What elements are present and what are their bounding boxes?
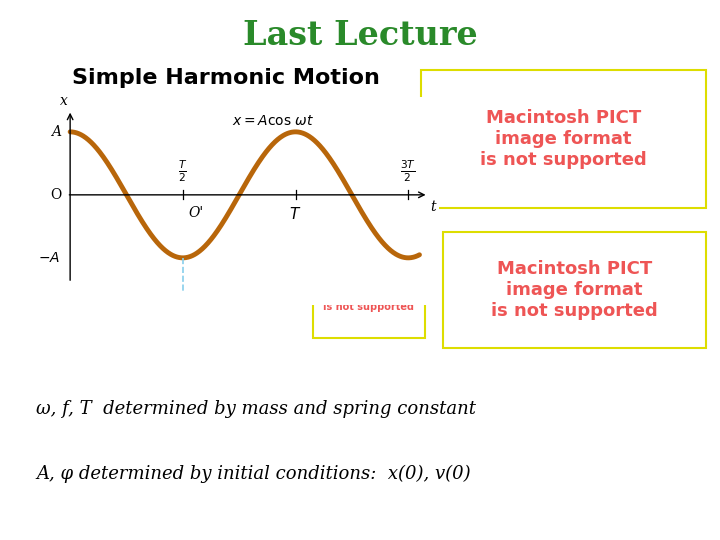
Text: ω, f, T  determined by mass and spring constant: ω, f, T determined by mass and spring co… [36, 400, 476, 417]
Text: A, φ determined by initial conditions:  x(0), v(0): A, φ determined by initial conditions: x… [36, 464, 471, 483]
Text: $\frac{3T}{2}$: $\frac{3T}{2}$ [400, 158, 416, 184]
Text: Macintosh PICT
image format
is not supported: Macintosh PICT image format is not suppo… [491, 260, 657, 320]
Text: x: x [60, 94, 68, 108]
FancyBboxPatch shape [443, 232, 706, 348]
Text: t: t [431, 200, 436, 214]
Text: Macintosh PICT
image format
is not supported: Macintosh PICT image format is not suppo… [323, 279, 415, 312]
Text: $\frac{T}{2}$: $\frac{T}{2}$ [179, 158, 187, 184]
FancyBboxPatch shape [313, 254, 425, 338]
Text: O': O' [188, 206, 204, 220]
Text: A: A [51, 125, 61, 139]
Text: $x = A \cos\,\omega t$: $x = A \cos\,\omega t$ [233, 114, 315, 128]
Text: Last Lecture: Last Lecture [243, 19, 477, 52]
Text: O: O [50, 188, 61, 202]
FancyBboxPatch shape [421, 70, 706, 208]
Text: Simple Harmonic Motion: Simple Harmonic Motion [72, 68, 380, 87]
Text: $-A$: $-A$ [38, 251, 60, 265]
Text: Macintosh PICT
image format
is not supported: Macintosh PICT image format is not suppo… [480, 109, 647, 169]
Text: $T$: $T$ [289, 206, 302, 222]
